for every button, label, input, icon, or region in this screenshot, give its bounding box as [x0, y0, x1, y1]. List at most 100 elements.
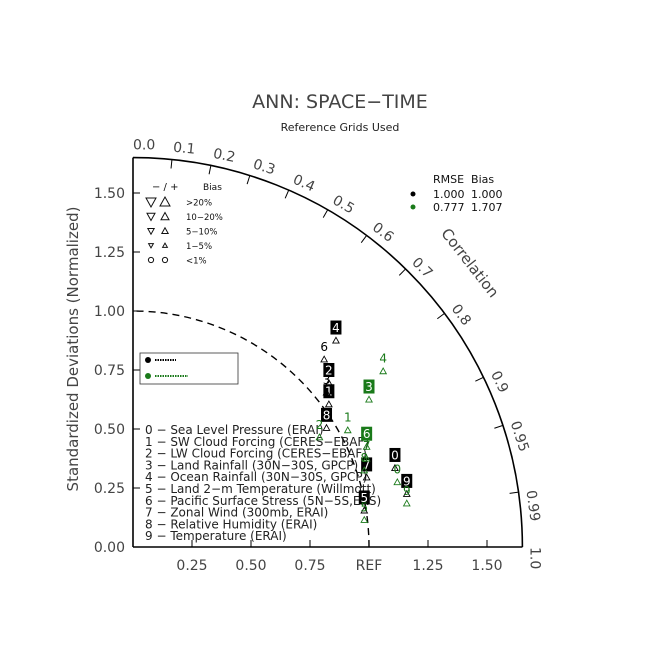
correlation-tick: [509, 491, 519, 494]
variable-list-item: 8 − Relative Humidity (ERAI): [145, 517, 317, 531]
chart-title: ANN: SPACE−TIME: [252, 91, 428, 113]
data-point-label: 9: [403, 484, 411, 498]
bias-marker-plus: [161, 242, 169, 248]
y-tick-label: 1.25: [94, 245, 125, 261]
correlation-tick: [398, 268, 406, 276]
bias-marker-minus: [145, 197, 157, 209]
correlation-tick-label: 1.0: [526, 547, 542, 569]
bias-marker: [362, 454, 371, 462]
correlation-tick-label: 0.99: [522, 489, 542, 522]
bias-legend-label: 5−10%: [186, 228, 217, 238]
axes: 0.25 0.50 0.75 REF 1.25 1.500.000.250.500.751…: [94, 156, 524, 574]
bias-marker-minus: [147, 256, 155, 264]
bias-marker: [331, 336, 340, 344]
correlation-tick-label: 0.3: [251, 156, 277, 178]
y-tick-label: 0.75: [94, 363, 125, 379]
correlation-tick: [322, 209, 329, 218]
data-point: 1: [323, 384, 335, 408]
data-point-label: 6: [320, 340, 328, 354]
data-point-label: 2: [325, 364, 333, 378]
data-point: 8: [321, 407, 333, 431]
data-point: 8: [360, 451, 369, 474]
bias-marker: [402, 499, 411, 507]
y-tick-label: 1.50: [94, 186, 125, 202]
case-legend-box: [139, 352, 239, 385]
bias-legend: − / + Bias >20% 10−20% 5−10% 1−5% <1%: [145, 182, 223, 267]
data-point: 0: [389, 447, 401, 471]
data-point: 2: [315, 418, 324, 441]
rmse-legend-dot: [410, 191, 416, 197]
correlation-tick: [246, 175, 251, 185]
data-point-label: 8: [360, 451, 368, 465]
case-legend-frame: [139, 352, 239, 385]
rmse-legend-bias: 1.707: [471, 201, 503, 214]
bias-legend-label: 10−20%: [186, 213, 223, 223]
bias-marker: [360, 466, 369, 474]
bias-marker-plus: [159, 195, 171, 207]
data-point-box: [401, 473, 413, 488]
bias-marker: [362, 442, 371, 450]
correlation-tick: [208, 165, 212, 175]
data-point-box: [389, 447, 401, 462]
variable-list-item: 0 − Sea Level Pressure (ERAI): [145, 423, 324, 437]
correlation-tick-label: 0.8: [448, 301, 474, 328]
variable-list-item: 1 − SW Cloud Forcing (CERES−EBAF): [145, 435, 369, 449]
x-tick-label: 0.75: [294, 558, 325, 574]
data-point: 6: [361, 426, 373, 450]
data-point-label: 9: [403, 474, 411, 488]
data-point-label: 7: [363, 458, 371, 472]
data-point-label: 3: [365, 380, 373, 394]
data-point: 9: [401, 473, 413, 497]
bias-marker: [315, 433, 324, 441]
data-point: 5: [358, 490, 370, 514]
correlation-tick: [494, 424, 504, 429]
data-point: 0: [393, 463, 402, 486]
bias-marker: [320, 355, 329, 363]
data-point-box: [363, 379, 375, 394]
x-tick-label: 0.25: [176, 558, 207, 574]
data-point: 7: [362, 439, 371, 462]
correlation-tick: [475, 376, 484, 382]
bias-legend-label: >20%: [186, 199, 212, 209]
outer-arc: [132, 156, 524, 548]
correlation-tick-label: 0.1: [172, 140, 196, 158]
variable-list-item: 3 − Land Rainfall (30N−30S, GPCP): [145, 458, 358, 472]
bias-marker: [379, 367, 388, 375]
chart-subtitle: Reference Grids Used: [281, 121, 400, 134]
bias-marker: [360, 506, 369, 514]
bias-marker: [390, 463, 399, 471]
bias-legend-label: <1%: [186, 257, 207, 267]
data-point: 5: [360, 500, 369, 523]
x-tick-label: REF: [356, 558, 383, 574]
data-point-label: 7: [363, 439, 371, 453]
bias-marker: [360, 515, 369, 523]
bias-legend-title: Bias: [203, 183, 222, 193]
correlation-tick: [284, 189, 290, 199]
rmse-legend-rmse: 1.000: [433, 188, 465, 201]
bias-marker: [343, 426, 352, 434]
data-point-box: [323, 363, 335, 377]
case-legend-black-dot: [145, 357, 151, 363]
y-tick-label: 1.00: [94, 304, 125, 320]
variable-list-item: 7 − Zonal Wind (300mb, ERAI): [145, 506, 328, 520]
rmse-legend-rmse: 0.777: [433, 201, 465, 214]
correlation-tick-label: 0.7: [408, 255, 435, 282]
data-point: 3: [363, 379, 375, 403]
data-point-label: 8: [323, 408, 331, 422]
y-tick-label: 0.25: [94, 481, 125, 497]
y-tick-label: 0.50: [94, 422, 125, 438]
rmse-legend-header: RMSE Bias: [433, 173, 494, 186]
bias-marker-minus: [146, 212, 156, 222]
x-tick-label: 0.50: [235, 558, 266, 574]
data-point: 3: [322, 373, 331, 396]
bias-marker-minus: [147, 243, 155, 249]
bias-marker-minus: [146, 227, 156, 236]
bias-marker-plus: [160, 211, 170, 221]
data-point-label: 4: [332, 321, 340, 335]
data-point: 4: [330, 320, 342, 344]
bias-legend-label: 1−5%: [186, 242, 212, 252]
variable-list-item: 2 − LW Cloud Forcing (CERES−EBAF): [145, 447, 367, 461]
bias-marker: [402, 489, 411, 497]
correlation-tick-label: 0.6: [369, 220, 396, 246]
